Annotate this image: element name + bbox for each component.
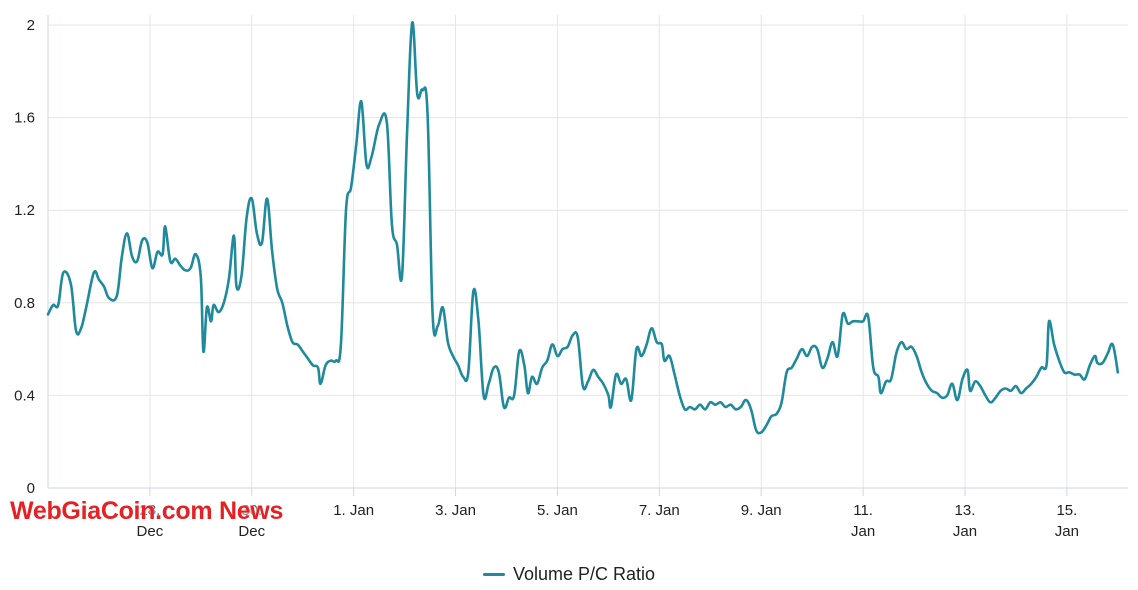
y-tick-label: 0 <box>27 480 35 497</box>
y-tick-label: 1.6 <box>14 110 35 127</box>
x-tick-label: Dec <box>238 523 265 540</box>
x-tick-label: 28. <box>139 502 160 519</box>
x-tick-label: Jan <box>953 523 977 540</box>
y-tick-label: 1.2 <box>14 202 35 219</box>
x-tick-label: 9. Jan <box>741 502 782 519</box>
series-group <box>46 21 1120 435</box>
series-line-volume-pc-ratio <box>46 21 1120 435</box>
legend: Volume P/C Ratio <box>0 560 1138 585</box>
x-tick-label: Dec <box>137 523 164 540</box>
legend-swatch <box>482 573 505 576</box>
y-tick-label: 2 <box>27 17 35 34</box>
legend-item-volume-pc-ratio[interactable]: Volume P/C Ratio <box>482 564 656 585</box>
watermark: WebGiaCoin.com News <box>10 497 284 525</box>
y-axis-ticks: 0 0.4 0.8 1.2 1.6 2 <box>14 17 35 497</box>
legend-label: Volume P/C Ratio <box>512 564 656 584</box>
x-tick-label: Jan <box>1055 523 1079 540</box>
y-tick-label: 0.8 <box>14 295 35 312</box>
y-tick-label: 0.4 <box>14 387 35 404</box>
x-axis-ticks: 28. Dec 30. Dec 1. Jan 3. Jan 5. Jan 7. Jan 9. J… <box>137 502 1079 540</box>
x-tick-label: 3. Jan <box>435 502 476 519</box>
grid-lines <box>48 15 1128 488</box>
x-tick-label: 30. <box>241 502 262 519</box>
axes <box>47 15 1128 496</box>
x-tick-label: 13. <box>955 502 976 519</box>
x-tick-label: 7. Jan <box>639 502 680 519</box>
x-tick-label: 5. Jan <box>537 502 578 519</box>
x-tick-label: 11. <box>853 502 873 519</box>
x-tick-label: 15. <box>1056 502 1077 519</box>
x-tick-label: Jan <box>851 523 875 540</box>
x-tick-label: 1. Jan <box>333 502 374 519</box>
